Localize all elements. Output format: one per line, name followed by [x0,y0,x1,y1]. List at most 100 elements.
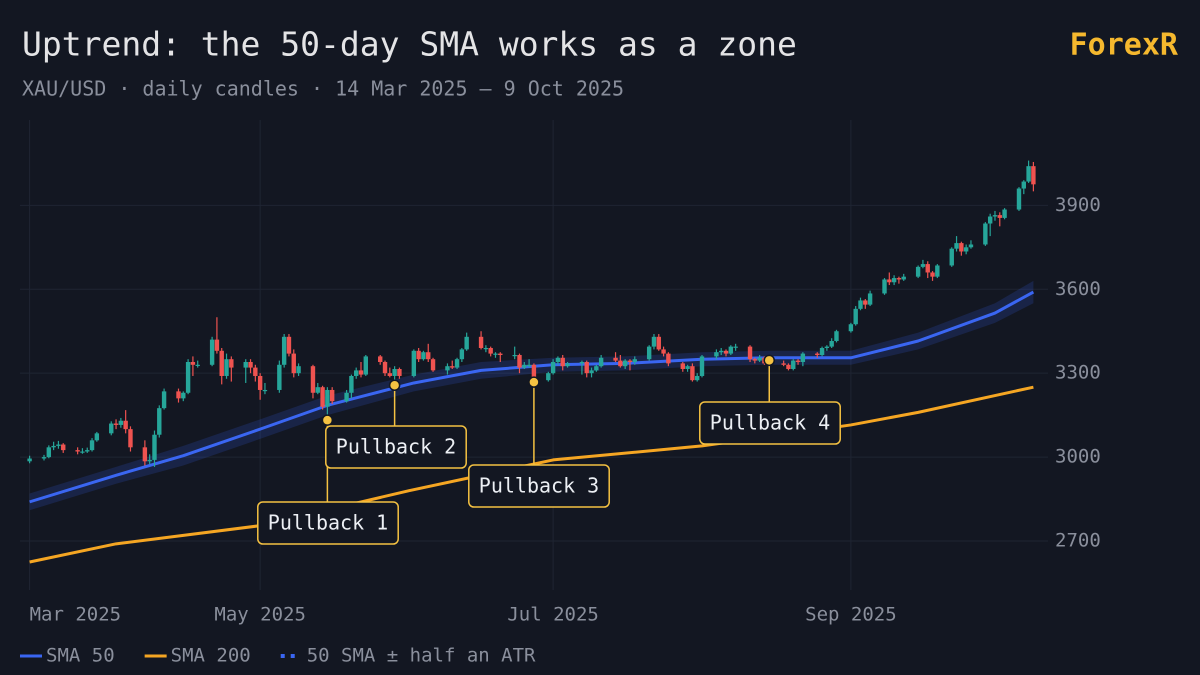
candle-body [618,360,623,367]
candle-body [248,361,253,368]
candle-body [858,300,863,309]
candle-body [997,215,1002,218]
candle-body [791,360,796,369]
x-tick-label: May 2025 [214,604,306,626]
chart-subtitle: XAU/USD · daily candles · 14 Mar 2025 – … [22,77,624,101]
candle-body [329,389,335,402]
candle-body [733,346,738,348]
candle-body [416,350,421,360]
candle-body [195,364,200,366]
candle-body [459,349,465,360]
candle-body [819,348,825,355]
candle-body [224,359,229,376]
candle-body [546,373,551,381]
candle-body [445,366,450,371]
chart-title: Uptrend: the 50-day SMA works as a zone [22,25,797,64]
candle-body [176,391,181,399]
candle-body [915,266,921,277]
candle-body [493,353,498,355]
candle-body [325,389,330,407]
candle-body [968,244,974,248]
candle-body [358,370,364,375]
candle-body [123,420,128,430]
candle-body [685,366,690,369]
candle-body [219,350,224,376]
candle-body [954,243,959,249]
candle-body [243,361,248,368]
candle-body [209,339,215,365]
candle-body [824,346,830,349]
candle-body [1016,188,1022,210]
candle-body [666,353,671,364]
candle-body [56,444,61,446]
x-tick-label: Sep 2025 [805,604,897,626]
candle-body [680,363,685,369]
candle-body [781,363,786,365]
candle-body [646,346,652,360]
candle-body [815,353,820,355]
candle-body [891,278,897,283]
candle-body [694,375,700,381]
y-tick-label: 3300 [1055,362,1101,384]
candle-body [387,373,393,376]
candle-body [109,423,114,434]
candle-body [728,346,734,354]
candle-body [565,363,570,367]
candle-body [882,279,887,294]
candle-body [450,366,455,368]
candle-body [560,357,565,367]
annotation: Pullback 2 [325,379,467,469]
annotation-point [528,376,540,388]
candle-body [46,447,52,458]
candle-body [349,375,354,393]
candle-body [281,336,287,365]
candle-body [483,348,489,350]
candle-body [627,360,633,362]
y-tick-label: 2700 [1055,530,1101,552]
candle-body [848,324,854,332]
candle-body [315,387,320,393]
candle-body [752,359,758,361]
candle-body [584,361,589,374]
candle-body [1002,209,1007,218]
y-tick-label: 3000 [1055,446,1101,468]
candle-body [829,341,834,347]
x-tick-label: Mar 2025 [30,604,122,626]
candle-body [157,408,162,435]
candle-body [392,368,397,376]
candle-body [963,247,969,252]
annotation-label: Pullback 4 [710,411,830,435]
candle-body [161,391,167,409]
candle-body [526,364,532,366]
candle-body [277,364,282,390]
candle-body [85,450,90,452]
candle-body [353,370,359,376]
legend-label: 50 SMA ± half an ATR [307,645,536,667]
annotation-point [388,379,401,391]
annotation-label: Pullback 1 [268,511,388,535]
candle-body [397,368,402,376]
candle-body [661,349,666,354]
candle-body [959,243,964,252]
candle-body [229,359,234,368]
annotation-box [468,464,610,508]
candle-body [142,447,148,462]
candle-body [382,361,388,374]
candle-body [920,264,926,267]
candle-body [690,366,695,381]
candle-body [152,434,157,460]
candle-body [901,276,906,280]
brand: ForexR [1070,28,1179,63]
candle-body [613,357,618,361]
candle-body [320,387,325,407]
candle-body [550,361,556,374]
candle-body [522,364,527,368]
annotation-label: Pullback 3 [479,474,599,498]
candle-body [853,308,858,325]
candle-body [800,353,806,362]
candle-body [930,272,935,277]
candle-body [896,278,902,280]
candle-body [118,420,124,425]
candle-body [291,353,296,374]
candle-body [286,336,292,354]
